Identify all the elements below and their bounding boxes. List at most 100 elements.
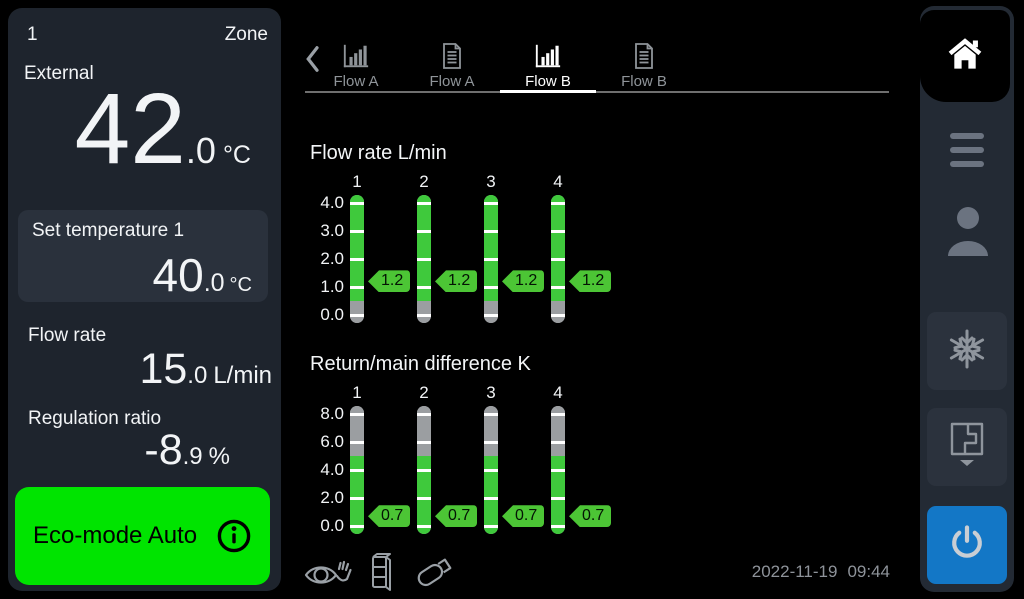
gauge-segment bbox=[551, 195, 565, 301]
gauge-segment bbox=[551, 456, 565, 534]
set-temperature-label: Set temperature 1 bbox=[32, 220, 185, 241]
gauge-column: 3 1.2 bbox=[484, 173, 551, 325]
snowflake-icon bbox=[945, 327, 989, 376]
external-temperature-value: 42.0 °C bbox=[74, 73, 251, 185]
axis-tick-label: 3.0 bbox=[320, 221, 344, 240]
gauge-column: 4 0.7 bbox=[551, 384, 618, 536]
axis-tick-label: 8.0 bbox=[320, 404, 344, 423]
gauge-segment bbox=[350, 406, 364, 456]
info-icon[interactable] bbox=[216, 518, 252, 554]
gauge-tick-line bbox=[484, 440, 498, 444]
axis-tick-label: 4.0 bbox=[320, 193, 344, 212]
gauge-tick-line bbox=[484, 496, 498, 500]
power-icon bbox=[947, 523, 987, 568]
external-label: External bbox=[24, 63, 94, 84]
gauge-tick-line bbox=[551, 440, 565, 444]
gauge-tick-line bbox=[484, 229, 498, 233]
home-icon bbox=[947, 37, 983, 76]
gauge-segment bbox=[551, 301, 565, 323]
power-button[interactable] bbox=[927, 506, 1007, 584]
back-button[interactable] bbox=[302, 44, 326, 76]
gauge-value-tag: 1.2 bbox=[569, 270, 612, 293]
gauge-tube bbox=[484, 195, 498, 323]
zones-button[interactable] bbox=[927, 408, 1007, 486]
gauge-tick-line bbox=[484, 285, 498, 289]
gauge-column-header: 4 bbox=[553, 383, 563, 402]
gauge-tick-line bbox=[484, 524, 498, 528]
return-main-difference-chart: Return/main difference K 8.0 6.0 4.0 2.0 0.0… bbox=[310, 353, 640, 536]
tab-flow-a-report[interactable]: Flow A bbox=[404, 34, 500, 90]
gauge-tick-line bbox=[551, 412, 565, 416]
gauge-column-header: 3 bbox=[486, 383, 496, 402]
axis-tick-label: 6.0 bbox=[320, 432, 344, 451]
eco-mode-button[interactable]: Eco-mode Auto bbox=[15, 487, 270, 585]
gauge-tick-line bbox=[484, 201, 498, 205]
defrost-button[interactable] bbox=[927, 312, 1007, 390]
gauge-column-header: 2 bbox=[419, 383, 429, 402]
gauge-tick-line bbox=[350, 257, 364, 261]
gauge-tick-line bbox=[484, 313, 498, 317]
timestamp: 2022-11-19 09:44 bbox=[690, 562, 890, 582]
home-button[interactable] bbox=[920, 10, 1010, 102]
bar-chart-icon bbox=[534, 38, 562, 70]
gauge-value-tag: 1.2 bbox=[368, 270, 411, 293]
gauge-tick-line bbox=[551, 496, 565, 500]
chevron-left-icon bbox=[302, 46, 322, 78]
zone-number: 1 bbox=[27, 24, 38, 45]
user-icon bbox=[946, 207, 990, 260]
gauge-tube bbox=[484, 406, 498, 534]
gauge-tick-line bbox=[551, 313, 565, 317]
gauge-tick-line bbox=[350, 201, 364, 205]
gauge-tick-line bbox=[551, 201, 565, 205]
gauge-tube bbox=[551, 195, 565, 323]
regulation-ratio-value: -8.9% bbox=[144, 426, 230, 474]
gauge-column: 1 0.7 bbox=[350, 384, 417, 536]
axis-tick-label: 1.0 bbox=[320, 277, 344, 296]
document-icon bbox=[440, 38, 464, 70]
tab-flow-b-report[interactable]: Flow B bbox=[596, 34, 692, 90]
gauge-tick-line bbox=[484, 412, 498, 416]
gauge-tick-line bbox=[350, 440, 364, 444]
set-temperature-card[interactable]: Set temperature 1 40.0 °C bbox=[18, 210, 268, 302]
user-button[interactable] bbox=[946, 206, 990, 256]
gauge-value-tag: 1.2 bbox=[435, 270, 478, 293]
gauge-value-tag: 0.7 bbox=[569, 505, 612, 528]
gauge-segment bbox=[417, 406, 431, 456]
zone-header: 1 Zone bbox=[27, 24, 268, 46]
supervision-eye-hand-icon bbox=[303, 553, 353, 596]
gauge-tick-line bbox=[484, 468, 498, 472]
gauge-column-header: 3 bbox=[486, 172, 496, 191]
gauge-tick-line bbox=[417, 201, 431, 205]
gauge-column-header: 1 bbox=[352, 172, 362, 191]
axis-tick-label: 2.0 bbox=[320, 488, 344, 507]
gauge-segment bbox=[350, 456, 364, 534]
gauge-tick-line bbox=[484, 257, 498, 261]
gauge-tick-line bbox=[551, 524, 565, 528]
gauge-tick-line bbox=[551, 229, 565, 233]
tab-flow-a-chart[interactable]: Flow A bbox=[308, 34, 404, 90]
tab-flow-b-chart[interactable]: Flow B bbox=[500, 34, 596, 90]
axis-tick-label: 0.0 bbox=[320, 516, 344, 535]
gauge-tick-line bbox=[551, 285, 565, 289]
gauge-segment bbox=[484, 195, 498, 301]
gauge-tick-line bbox=[417, 496, 431, 500]
gauge-row: 8.0 6.0 4.0 2.0 0.0 1 0.7 2 0.7 3 0.7 4 0.7 bbox=[310, 384, 640, 536]
document-icon bbox=[632, 38, 656, 70]
gauge-value-tag: 0.7 bbox=[435, 505, 478, 528]
gauge-tube bbox=[350, 406, 364, 534]
regulation-ratio-label: Regulation ratio bbox=[28, 408, 162, 429]
gauge-tick-line bbox=[350, 412, 364, 416]
gauge-segment bbox=[484, 456, 498, 534]
gauge-tick-line bbox=[551, 257, 565, 261]
menu-button[interactable] bbox=[944, 124, 990, 176]
gauge-column-header: 1 bbox=[352, 383, 362, 402]
gauge-column: 4 1.2 bbox=[551, 173, 618, 325]
zones-dropdown-icon bbox=[947, 421, 987, 474]
sidebar bbox=[920, 6, 1014, 592]
gauge-tube bbox=[551, 406, 565, 534]
gauge-column: 1 1.2 bbox=[350, 173, 417, 325]
tabs: Flow A Flow A bbox=[308, 34, 692, 90]
gauge-segment bbox=[417, 195, 431, 301]
gauge-segment bbox=[484, 406, 498, 456]
